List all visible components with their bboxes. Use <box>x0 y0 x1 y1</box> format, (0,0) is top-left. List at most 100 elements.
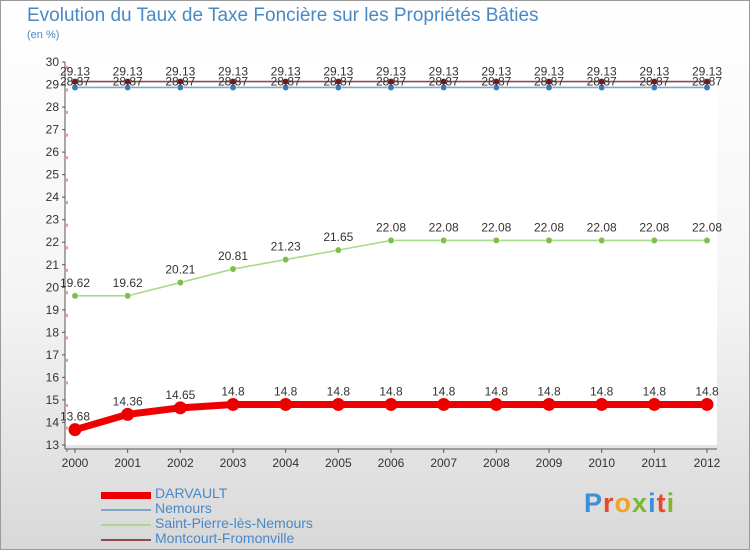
logo-letter: i <box>648 488 657 518</box>
data-label-saint-pierre-l-s-nemours: 21.65 <box>323 230 353 244</box>
data-point-saint-pierre-l-s-nemours <box>650 236 658 244</box>
data-point-montcourt-fromonville <box>229 78 237 86</box>
data-label-nemours: 28.87 <box>639 74 669 88</box>
data-point-darvault <box>331 397 345 411</box>
data-label-saint-pierre-l-s-nemours: 19.62 <box>60 276 90 290</box>
data-label-nemours: 28.87 <box>60 74 90 88</box>
data-point-darvault <box>700 397 714 411</box>
proxiti-logo: Proxiti <box>584 488 675 519</box>
y-tick-label: 30 <box>46 55 60 69</box>
data-label-montcourt-fromonville: 29.13 <box>218 65 248 79</box>
y-tick-label: 14 <box>46 415 60 429</box>
data-point-darvault <box>279 397 293 411</box>
data-label-nemours: 28.87 <box>534 74 564 88</box>
data-point-darvault <box>437 397 451 411</box>
y-tick-label: 17 <box>46 348 60 362</box>
data-point-darvault <box>384 397 398 411</box>
x-tick-label: 2003 <box>220 456 247 470</box>
x-tick-label: 2006 <box>378 456 405 470</box>
data-point-montcourt-fromonville <box>176 78 184 86</box>
data-label-darvault: 14.8 <box>695 384 719 398</box>
data-point-montcourt-fromonville <box>598 78 606 86</box>
data-point-darvault <box>173 401 187 415</box>
x-tick-label: 2002 <box>167 456 194 470</box>
data-label-montcourt-fromonville: 29.13 <box>481 65 511 79</box>
data-point-montcourt-fromonville <box>650 78 658 86</box>
x-tick-label: 2011 <box>641 456 667 470</box>
chart-title: Evolution du Taux de Taxe Foncière sur l… <box>27 5 539 26</box>
data-label-darvault: 14.8 <box>537 384 561 398</box>
data-label-nemours: 28.87 <box>692 74 722 88</box>
logo-letter: P <box>584 488 604 518</box>
x-tick-label: 2010 <box>588 456 615 470</box>
data-point-saint-pierre-l-s-nemours <box>124 292 132 300</box>
data-point-saint-pierre-l-s-nemours <box>71 292 79 300</box>
data-label-saint-pierre-l-s-nemours: 19.62 <box>113 276 143 290</box>
data-label-nemours: 28.87 <box>271 74 301 88</box>
y-tick-label: 28 <box>46 100 60 114</box>
x-tick-label: 2007 <box>430 456 457 470</box>
data-point-saint-pierre-l-s-nemours <box>282 256 290 264</box>
data-label-darvault: 14.36 <box>113 394 143 408</box>
data-label-darvault: 14.8 <box>485 384 509 398</box>
legend-swatch <box>101 509 151 511</box>
data-label-darvault: 14.8 <box>327 384 351 398</box>
x-tick-label: 2005 <box>325 456 352 470</box>
y-tick-label: 16 <box>46 370 60 384</box>
data-label-montcourt-fromonville: 29.13 <box>113 65 143 79</box>
data-point-saint-pierre-l-s-nemours <box>176 279 184 287</box>
data-point-saint-pierre-l-s-nemours <box>229 265 237 273</box>
x-tick-label: 2001 <box>114 456 141 470</box>
data-point-saint-pierre-l-s-nemours <box>703 236 711 244</box>
data-point-saint-pierre-l-s-nemours <box>545 236 553 244</box>
chart-subtitle: (en %) <box>27 29 60 41</box>
logo-letter: o <box>614 488 633 518</box>
data-point-darvault <box>489 397 503 411</box>
data-label-darvault: 14.65 <box>165 388 195 402</box>
data-point-darvault <box>647 397 661 411</box>
data-label-nemours: 28.87 <box>587 74 617 88</box>
y-tick-label: 29 <box>46 78 60 92</box>
legend-swatch <box>101 491 151 499</box>
data-point-darvault <box>121 407 135 421</box>
data-label-darvault: 14.8 <box>432 384 456 398</box>
y-tick-label: 25 <box>46 168 60 182</box>
data-label-montcourt-fromonville: 29.13 <box>60 65 90 79</box>
data-point-montcourt-fromonville <box>387 78 395 86</box>
data-label-saint-pierre-l-s-nemours: 22.08 <box>534 220 564 234</box>
x-tick-label: 2008 <box>483 456 510 470</box>
y-tick-label: 13 <box>46 438 60 452</box>
data-label-nemours: 28.87 <box>165 74 195 88</box>
legend-label: Saint-Pierre-lès-Nemours <box>155 515 313 531</box>
legend-swatch <box>101 539 151 541</box>
y-tick-label: 24 <box>46 190 60 204</box>
x-tick-label: 2009 <box>536 456 563 470</box>
data-label-montcourt-fromonville: 29.13 <box>534 65 564 79</box>
data-label-saint-pierre-l-s-nemours: 22.08 <box>481 220 511 234</box>
legend-label: DARVAULT <box>155 485 228 501</box>
data-point-darvault <box>595 397 609 411</box>
data-label-saint-pierre-l-s-nemours: 22.08 <box>639 220 669 234</box>
y-tick-label: 26 <box>46 145 60 159</box>
data-label-darvault: 14.8 <box>274 384 298 398</box>
data-point-montcourt-fromonville <box>492 78 500 86</box>
x-tick-label: 2012 <box>694 456 721 470</box>
y-tick-label: 23 <box>46 213 60 227</box>
data-label-darvault: 14.8 <box>643 384 667 398</box>
x-tick-label: 2004 <box>272 456 299 470</box>
data-label-saint-pierre-l-s-nemours: 20.81 <box>218 249 248 263</box>
data-label-darvault: 13.68 <box>60 410 90 424</box>
data-label-saint-pierre-l-s-nemours: 20.21 <box>165 263 195 277</box>
logo-letter: t <box>656 488 667 518</box>
data-label-saint-pierre-l-s-nemours: 22.08 <box>376 220 406 234</box>
logo-letter: i <box>666 488 676 518</box>
data-label-darvault: 14.8 <box>221 384 245 398</box>
data-point-saint-pierre-l-s-nemours <box>440 236 448 244</box>
data-label-nemours: 28.87 <box>481 74 511 88</box>
data-point-darvault <box>226 397 240 411</box>
data-label-saint-pierre-l-s-nemours: 22.08 <box>587 220 617 234</box>
data-point-montcourt-fromonville <box>440 78 448 86</box>
y-tick-label: 22 <box>46 235 60 249</box>
